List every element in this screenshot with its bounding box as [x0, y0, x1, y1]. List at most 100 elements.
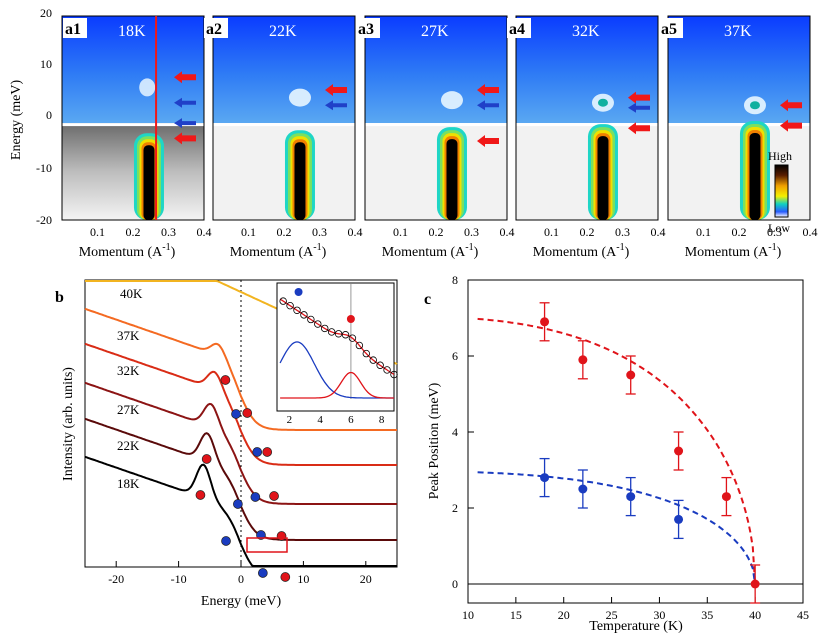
a-xtick: 0.2: [277, 225, 292, 239]
b-xtick: 0: [238, 572, 244, 586]
spectrum-label: 40K: [120, 286, 143, 301]
a-xlabel: Momentum (A-1): [533, 242, 630, 260]
heatmap-frame: [667, 15, 811, 221]
c-ytick: 0: [452, 577, 458, 591]
band-layer: [749, 133, 761, 220]
coherence-spot: [139, 78, 156, 97]
blue-arrow: [325, 100, 347, 111]
inset-frame: [276, 282, 395, 412]
spectrum-peak-dot: [280, 572, 291, 582]
c-xtick: 40: [749, 608, 761, 622]
b-xtick: -20: [108, 572, 124, 586]
c-point-red: [750, 579, 760, 589]
a-xlabel-sup: -1: [313, 242, 321, 253]
a-xlabel-close: ): [777, 245, 782, 260]
a-xtick: 0.4: [803, 225, 818, 239]
heatmap-gap-band: [365, 123, 507, 127]
spectrum-peak-dot: [276, 531, 287, 541]
panel-temperature: 22K: [269, 23, 297, 40]
c-ytick: 8: [452, 273, 458, 287]
colorbar-low: Low: [768, 221, 790, 235]
b-inset: 2 4 6 8: [276, 282, 398, 426]
red-arrow: [325, 83, 347, 96]
b-xtick: -10: [171, 572, 187, 586]
a-xtick: 0.2: [126, 225, 141, 239]
c-point-red: [721, 492, 731, 502]
c-xtick: 10: [462, 608, 474, 622]
a-ylabel: Energy (meV): [9, 80, 24, 161]
spectrum-peak-dot: [221, 536, 231, 546]
c-ytick: 4: [452, 425, 458, 439]
c-blue-fit: [477, 471, 757, 585]
red-arrow: [628, 122, 650, 135]
heatmap-panel-a4: a4 32K: [507, 15, 659, 221]
spectrum-label: 32K: [117, 363, 140, 378]
heatmap-gap-band: [516, 123, 658, 127]
a-ytick-10: 10: [40, 57, 52, 71]
spectrum-peak-dot: [195, 490, 206, 500]
a-xtick: 0.1: [241, 225, 256, 239]
c-point-blue: [626, 492, 636, 502]
inset-data-point: [321, 324, 329, 333]
red-arrow: [477, 134, 499, 147]
red-arrow: [780, 119, 802, 132]
heatmap-frame: [61, 15, 205, 221]
spectrum-peak-dot: [262, 447, 273, 457]
red-arrow: [628, 91, 650, 104]
spectrum-peak-dot: [252, 447, 263, 457]
panel-b-spectra: b 18K 22K 27K 32K 37K 40K -20 -10 0 10 20 Energy …: [55, 279, 398, 609]
b-xtick: 10: [297, 572, 309, 586]
inset-red-dot: [346, 315, 355, 323]
panel-letter: a4: [509, 21, 525, 38]
inset-data-point: [286, 301, 294, 310]
c-ylabel: Peak Position (meV): [427, 382, 442, 499]
colorbar-high: High: [768, 149, 792, 163]
heatmap-panel-a3: a3 27K: [356, 15, 508, 221]
c-point-blue: [674, 514, 684, 524]
inset-data-point: [369, 356, 377, 364]
blue-arrow: [174, 118, 196, 129]
c-ytick: 6: [452, 349, 458, 363]
a-xtick: 0.3: [312, 225, 327, 239]
panel-temperature: 32K: [572, 23, 600, 40]
heatmap-grey-region: [213, 123, 355, 220]
panel-temperature: 18K: [118, 23, 146, 40]
coherence-spot: [440, 91, 463, 110]
spectrum-peak-dot: [220, 375, 231, 385]
inset-data-point: [348, 334, 357, 342]
b-ylabel: Intensity (arb. units): [61, 367, 76, 481]
band-layer: [294, 142, 306, 220]
c-xtick: 20: [558, 608, 570, 622]
inset-data-point: [327, 328, 336, 336]
inset-data-point: [279, 297, 287, 305]
a-xlabel: Momentum (A-1): [685, 242, 782, 260]
inset-data-point: [334, 330, 343, 338]
panel-letter-bg: [507, 18, 531, 38]
a-xtick: 0.1: [696, 225, 711, 239]
coherence-spot-core: [597, 98, 608, 107]
red-arrow: [780, 99, 802, 112]
spectrum-line: [84, 381, 397, 505]
b-highlight-box: [246, 537, 288, 553]
c-xtick: 25: [606, 608, 618, 622]
a-xtick: 0.1: [393, 225, 408, 239]
c-frame: [467, 279, 804, 604]
spectrum-label: 27K: [117, 402, 140, 417]
b-xlabel: Energy (meV): [201, 594, 282, 609]
a-xtick: 0.3: [464, 225, 479, 239]
a-ytick-20: 20: [40, 6, 52, 20]
heatmap-gap-band: [213, 123, 355, 127]
red-arrow: [174, 132, 196, 145]
spectrum-peak-dot: [233, 499, 243, 509]
inset-xtick: 4: [317, 414, 323, 426]
heatmap-gap-band: [62, 123, 204, 127]
spectrum-line: [84, 455, 397, 567]
inset-xtick: 2: [287, 414, 293, 426]
c-label: c: [424, 291, 431, 308]
band-layer: [446, 139, 458, 220]
heatmap-frame: [212, 15, 356, 221]
panel-letter: a2: [206, 21, 222, 38]
spectrum-peak-dot: [269, 491, 279, 501]
spectrum-label: 18K: [117, 476, 140, 491]
